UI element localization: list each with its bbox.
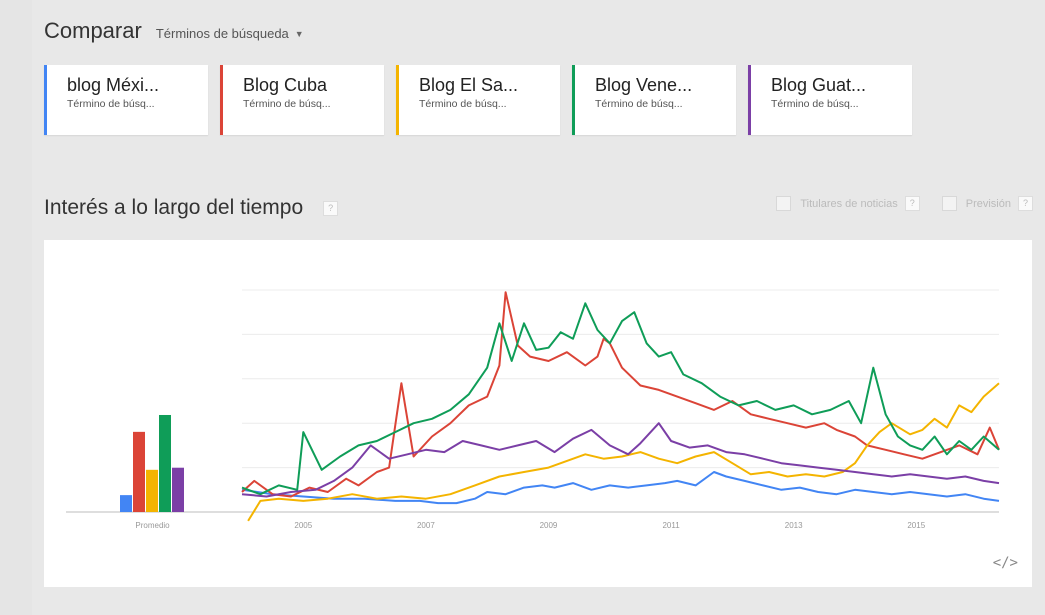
series-line-3 <box>247 382 1000 522</box>
trends-page: Comparar Términos de búsqueda ▼ blog Méx… <box>32 0 1045 615</box>
term-card-5[interactable]: Blog Guat... Término de búsq... <box>748 65 912 135</box>
x-tick-label: 2013 <box>785 521 803 530</box>
term-card-3[interactable]: Blog El Sa... Término de búsq... <box>396 65 560 135</box>
average-bar <box>172 467 184 512</box>
compare-mode-dropdown[interactable]: Términos de búsqueda ▼ <box>156 26 304 41</box>
term-card-type: Término de búsq... <box>419 98 507 110</box>
news-headlines-option: Titulares de noticias ? <box>776 196 920 211</box>
compare-title: Comparar <box>44 18 142 43</box>
term-card-label: Blog Guat... <box>771 75 867 95</box>
interest-over-time-chart: Promedio 2005 2007 2009 2011 2013 2015 <box>66 289 1000 530</box>
term-card-type: Término de búsq... <box>243 98 331 110</box>
compare-header: Comparar Términos de búsqueda ▼ <box>44 18 304 44</box>
term-card-label: Blog El Sa... <box>419 75 519 95</box>
average-bar <box>159 414 171 512</box>
series-line-5 <box>241 422 1000 498</box>
embed-code-icon[interactable]: </> <box>992 555 1018 571</box>
term-card-label: Blog Vene... <box>595 75 693 95</box>
section-title: Interés a lo largo del tiempo ? <box>44 196 339 220</box>
x-tick-label: 2011 <box>662 521 680 530</box>
average-bar <box>146 469 158 512</box>
search-term-cards: blog Méxi... Término de búsq... Blog Cub… <box>44 65 912 135</box>
forecast-option: Previsión ? <box>941 196 1033 211</box>
x-tick-label: 2009 <box>540 521 558 530</box>
term-card-4[interactable]: Blog Vene... Término de búsq... <box>572 65 736 135</box>
average-bar <box>133 431 145 512</box>
x-tick-label: 2015 <box>907 521 925 530</box>
compare-mode-label: Términos de búsqueda <box>155 26 289 41</box>
news-headlines-label: Titulares de noticias <box>800 197 898 210</box>
chart-options: Titulares de noticias ? Previsión ? <box>754 196 1033 211</box>
dropdown-caret-icon: ▼ <box>294 28 304 39</box>
section-title-text: Interés a lo largo del tiempo <box>44 196 304 219</box>
forecast-label: Previsión <box>965 197 1011 210</box>
forecast-checkbox[interactable] <box>941 196 957 211</box>
forecast-help-icon[interactable]: ? <box>1018 196 1033 211</box>
term-card-label: Blog Cuba <box>243 75 328 95</box>
series-line-1 <box>241 471 1000 505</box>
term-card-type: Término de búsq... <box>771 98 859 110</box>
interest-chart-panel: Promedio 2005 2007 2009 2011 2013 2015 </> <box>44 240 1032 587</box>
series-line-4 <box>241 302 1000 496</box>
x-tick-label: 2007 <box>417 521 435 530</box>
term-card-type: Término de búsq... <box>67 98 155 110</box>
x-tick-label: 2005 <box>294 521 312 530</box>
news-help-icon[interactable]: ? <box>904 196 920 211</box>
term-card-2[interactable]: Blog Cuba Término de búsq... <box>220 65 384 135</box>
term-card-label: blog Méxi... <box>67 75 160 95</box>
term-card-type: Término de búsq... <box>595 98 683 110</box>
average-label: Promedio <box>135 521 170 530</box>
term-card-1[interactable]: blog Méxi... Término de búsq... <box>44 65 208 135</box>
news-headlines-checkbox[interactable] <box>776 196 792 211</box>
average-bar <box>120 495 132 512</box>
help-icon[interactable]: ? <box>323 200 339 216</box>
